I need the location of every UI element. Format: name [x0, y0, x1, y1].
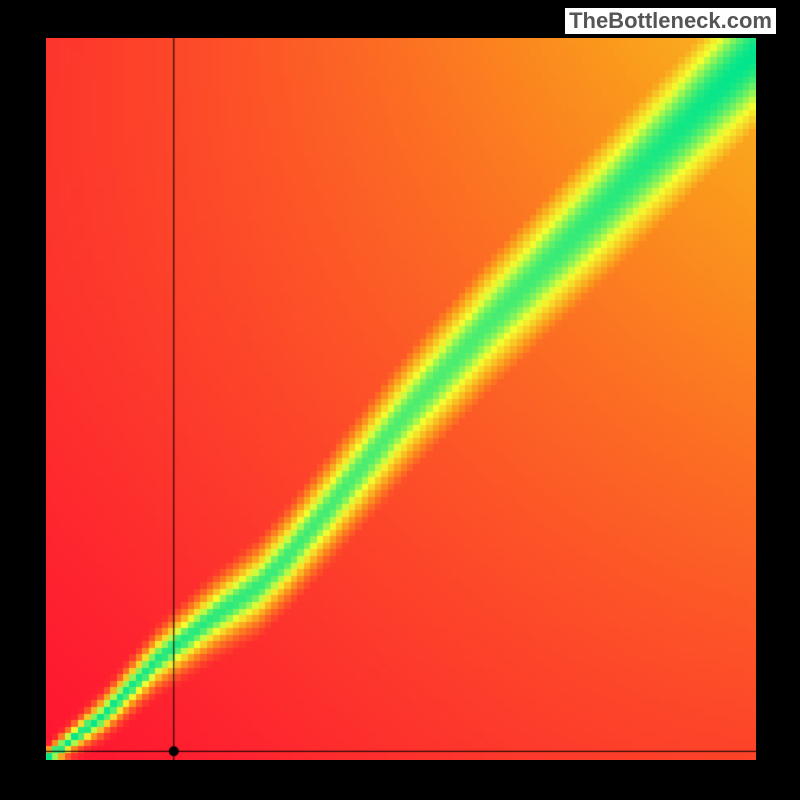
- chart-container: TheBottleneck.com: [0, 0, 800, 800]
- brand-watermark: TheBottleneck.com: [565, 8, 776, 34]
- plot-area: [46, 38, 756, 760]
- heatmap-canvas: [46, 38, 756, 760]
